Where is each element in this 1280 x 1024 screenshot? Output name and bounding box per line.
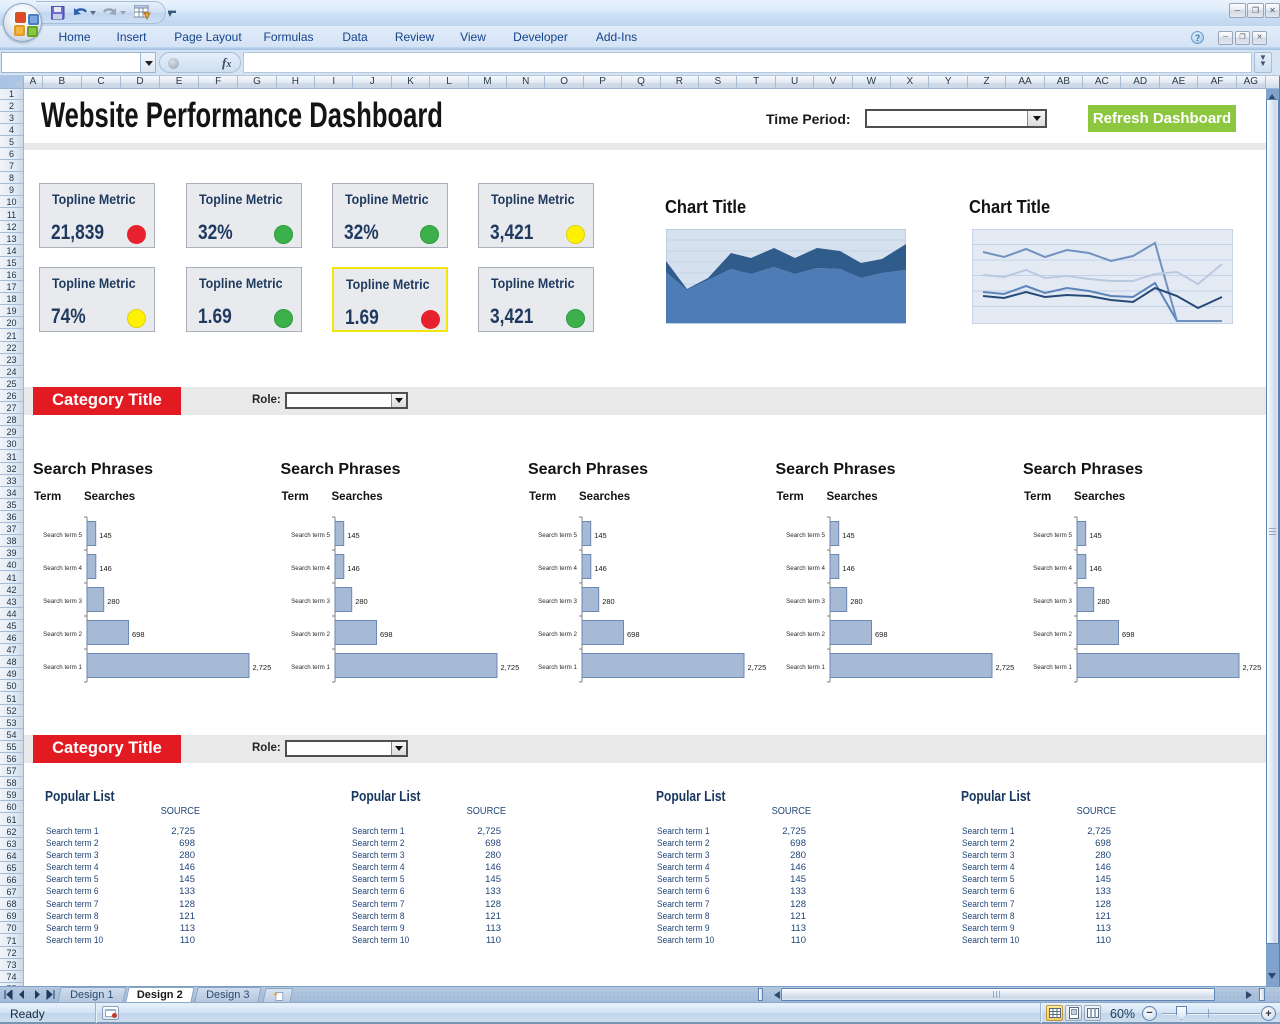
svg-text:Search term 2: Search term 2 (538, 631, 577, 638)
svg-text:145: 145 (1089, 531, 1102, 540)
svg-text:145: 145 (347, 531, 360, 540)
svg-text:146: 146 (842, 564, 855, 573)
svg-text:146: 146 (594, 564, 607, 573)
svg-text:280: 280 (850, 597, 863, 606)
svg-text:146: 146 (347, 564, 360, 573)
svg-text:Search term 4: Search term 4 (786, 565, 825, 572)
svg-text:Search term 1: Search term 1 (291, 664, 330, 671)
svg-text:Search term 2: Search term 2 (1033, 631, 1072, 638)
svg-text:Search term 4: Search term 4 (538, 565, 577, 572)
svg-text:146: 146 (99, 564, 112, 573)
svg-text:Search term 3: Search term 3 (538, 598, 577, 605)
svg-text:Search term 3: Search term 3 (786, 598, 825, 605)
svg-text:Search term 4: Search term 4 (291, 565, 330, 572)
svg-text:146: 146 (1089, 564, 1102, 573)
svg-text:Search term 2: Search term 2 (291, 631, 330, 638)
svg-text:2,725: 2,725 (253, 663, 272, 672)
svg-text:2,725: 2,725 (748, 663, 767, 672)
svg-text:280: 280 (107, 597, 120, 606)
svg-text:Search term 1: Search term 1 (43, 664, 82, 671)
svg-text:698: 698 (1122, 630, 1135, 639)
svg-text:Search term 5: Search term 5 (1033, 532, 1072, 539)
svg-text:Search term 3: Search term 3 (43, 598, 82, 605)
svg-text:2,725: 2,725 (1243, 663, 1262, 672)
svg-text:Search term 1: Search term 1 (1033, 664, 1072, 671)
svg-text:Search term 5: Search term 5 (43, 532, 82, 539)
svg-text:2,725: 2,725 (995, 663, 1014, 672)
svg-text:145: 145 (842, 531, 855, 540)
svg-text:Search term 2: Search term 2 (786, 631, 825, 638)
svg-text:698: 698 (132, 630, 145, 639)
svg-text:Search term 1: Search term 1 (786, 664, 825, 671)
svg-text:280: 280 (602, 597, 615, 606)
svg-text:Search term 4: Search term 4 (1033, 565, 1072, 572)
svg-text:Search term 4: Search term 4 (43, 565, 82, 572)
svg-text:145: 145 (594, 531, 607, 540)
svg-text:145: 145 (99, 531, 112, 540)
svg-text:Search term 2: Search term 2 (43, 631, 82, 638)
svg-text:Search term 5: Search term 5 (538, 532, 577, 539)
svg-text:280: 280 (355, 597, 368, 606)
svg-text:Search term 1: Search term 1 (538, 664, 577, 671)
svg-text:698: 698 (875, 630, 888, 639)
svg-text:Search term 3: Search term 3 (291, 598, 330, 605)
svg-text:280: 280 (1097, 597, 1110, 606)
svg-text:Search term 5: Search term 5 (786, 532, 825, 539)
svg-text:Search term 3: Search term 3 (1033, 598, 1072, 605)
svg-text:698: 698 (627, 630, 640, 639)
svg-text:2,725: 2,725 (500, 663, 519, 672)
svg-text:698: 698 (380, 630, 393, 639)
svg-text:Search term 5: Search term 5 (291, 532, 330, 539)
